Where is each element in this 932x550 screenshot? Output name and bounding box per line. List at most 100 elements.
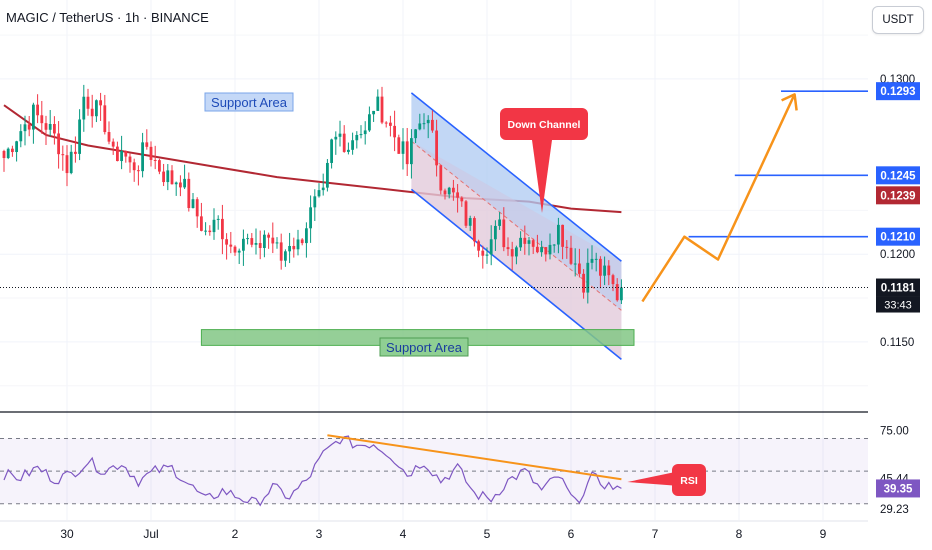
support-area-label-text: Support Area: [386, 340, 463, 355]
rsi-line: [3, 435, 622, 507]
candle: [229, 231, 233, 254]
candle: [292, 237, 296, 258]
candle-body: [544, 247, 548, 255]
candle-body: [145, 142, 149, 147]
candle-body: [208, 230, 212, 233]
candle: [393, 110, 396, 152]
candle-body: [426, 119, 430, 124]
candle: [61, 145, 65, 171]
candle-body: [284, 251, 287, 261]
candle-body: [615, 284, 619, 301]
candle-body: [540, 247, 543, 253]
candle: [27, 115, 31, 137]
candle-body: [141, 142, 144, 172]
candle: [153, 145, 157, 170]
price-badge-text: 0.1181: [881, 283, 916, 295]
candle-body: [460, 197, 464, 202]
candle: [569, 235, 573, 266]
rsi-value-badge-box: [876, 479, 920, 498]
candle-body: [590, 258, 594, 263]
candle: [460, 196, 464, 207]
rsi-value-badge: 39.35: [876, 479, 920, 498]
candle: [342, 125, 346, 153]
candle: [506, 237, 510, 256]
time-tick-label: 6: [568, 527, 575, 541]
candle: [431, 110, 434, 133]
candle: [95, 99, 98, 123]
candle: [149, 141, 153, 167]
price-badge-text: 0.1239: [880, 190, 915, 202]
candle-body: [368, 114, 371, 131]
candle: [334, 131, 338, 155]
candle: [107, 121, 111, 145]
price-badge-box: [876, 82, 920, 101]
candle-body: [326, 162, 329, 188]
candle: [447, 186, 451, 199]
candle: [208, 225, 212, 236]
candle: [267, 232, 270, 249]
candle-body: [111, 141, 115, 147]
candle: [204, 222, 207, 236]
candle-body: [401, 141, 405, 154]
candle: [544, 247, 548, 262]
candle-body: [187, 178, 191, 209]
candle: [44, 115, 48, 146]
candle: [422, 113, 426, 130]
candle-body: [582, 273, 585, 293]
candle-body: [300, 239, 304, 244]
candle: [271, 222, 275, 254]
candle: [586, 248, 590, 304]
candle: [384, 121, 388, 128]
candle-body: [405, 141, 409, 165]
candle-body: [502, 219, 506, 248]
candle-body: [435, 130, 438, 166]
currency-button[interactable]: USDT: [872, 6, 924, 34]
candle: [32, 102, 35, 144]
candle-body: [565, 246, 569, 248]
time-tick-label: 7: [652, 527, 659, 541]
candle-body: [506, 247, 510, 250]
support-area-label-upper: Support Area: [204, 92, 294, 112]
candle: [561, 224, 564, 260]
price-axis[interactable]: 0.13000.12000.11500.12930.12450.12390.12…: [868, 0, 932, 550]
candle: [15, 140, 18, 162]
price-badge-0.1293: 0.1293: [876, 82, 920, 101]
candle-body: [23, 124, 27, 132]
candle: [141, 132, 144, 178]
candle: [389, 115, 392, 137]
candle: [179, 175, 182, 197]
time-tick-label: 9: [820, 527, 827, 541]
channel-upper-line: [410, 92, 622, 262]
candle: [473, 216, 476, 247]
candle-body: [78, 119, 81, 154]
candle-body: [330, 139, 333, 163]
candle: [74, 136, 77, 163]
candle-body: [603, 265, 606, 276]
candle-body: [57, 133, 60, 155]
candle-body: [510, 249, 514, 257]
candle: [65, 145, 69, 187]
down-channel-callout-text: Down Channel: [508, 119, 581, 131]
candle-body: [149, 146, 153, 160]
symbol-title[interactable]: MAGIC / TetherUS · 1h · BINANCE: [6, 10, 209, 25]
candle-body: [132, 162, 136, 171]
candle-body: [422, 123, 426, 125]
candle-body: [397, 137, 401, 154]
candle-body: [103, 105, 107, 133]
candle-body: [456, 192, 459, 198]
candle-body: [19, 131, 23, 142]
candle-body: [61, 154, 65, 156]
candle: [594, 252, 598, 272]
time-axis[interactable]: 2930Jul23456789: [0, 520, 868, 541]
candle: [426, 115, 430, 139]
candle: [309, 195, 312, 243]
candle: [552, 244, 556, 253]
candle-body: [15, 141, 18, 153]
candle-body: [578, 263, 581, 274]
candle-body: [128, 156, 132, 163]
candle: [372, 110, 375, 122]
countdown-text: 33:43: [884, 300, 912, 312]
candle-body: [569, 247, 573, 264]
candle: [263, 230, 266, 258]
